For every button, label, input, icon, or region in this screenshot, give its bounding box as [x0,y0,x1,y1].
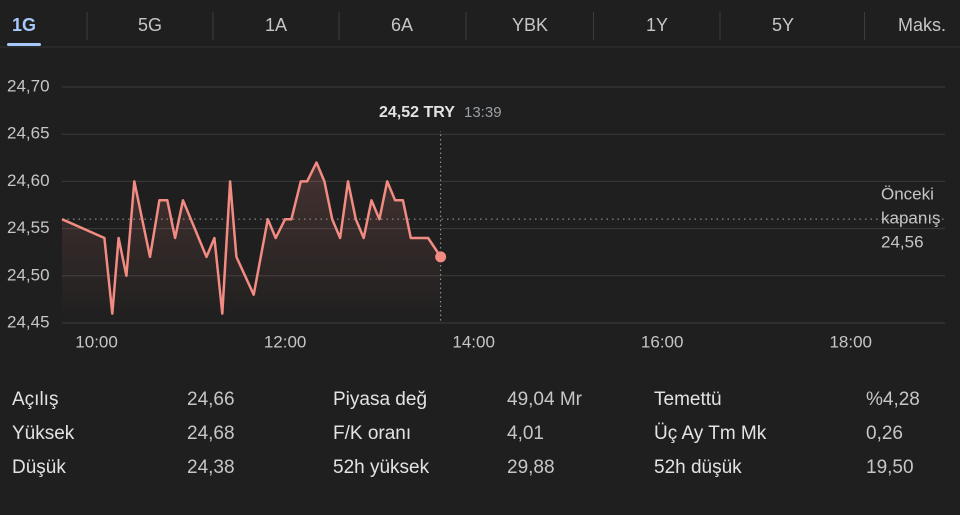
stat-label: Temettü [654,389,722,410]
tab[interactable]: 5Y [772,15,794,35]
stat-value: 0,26 [866,423,903,444]
stat-label: Yüksek [12,423,75,444]
x-tick-label: 16:00 [641,332,684,351]
y-tick-label: 24,65 [7,124,50,143]
tab[interactable]: 1A [265,15,287,35]
stat-value: 4,01 [507,423,544,444]
tooltip-price: 24,52 TRY [379,104,455,121]
stat-label: 52h düşük [654,457,742,478]
stat-label: Düşük [12,457,66,478]
tab[interactable]: 5G [138,15,162,35]
y-tick-label: 24,50 [7,265,50,284]
tab-indicator [7,43,41,46]
tooltip-time: 13:39 [464,104,502,121]
stat-value: 19,50 [866,457,914,478]
tab[interactable]: 1G [12,15,36,35]
previous-close-label: kapanış [881,208,941,227]
stat-value: 24,68 [187,423,235,444]
price-line [61,161,442,315]
previous-close-value: 24,56 [881,232,924,251]
tab[interactable]: 1Y [646,15,668,35]
tooltip-box [366,95,518,131]
x-tick-label: 18:00 [829,332,872,351]
stat-value: 24,38 [187,457,235,478]
stat-label: Piyasa değ [333,389,427,410]
previous-close-label: Önceki [881,184,934,203]
stat-value: 24,66 [187,389,235,410]
stat-label: Üç Ay Tm Mk [654,423,767,444]
y-tick-label: 24,55 [7,218,50,237]
cursor-point [435,251,447,263]
stat-label: F/K oranı [333,423,411,444]
tab[interactable]: YBK [512,15,548,35]
tab[interactable]: 6A [391,15,413,35]
x-tick-label: 14:00 [452,332,495,351]
stat-label: Açılış [12,389,58,410]
y-tick-label: 24,70 [7,76,50,95]
x-tick-label: 10:00 [75,332,118,351]
tab[interactable]: Maks. [898,15,946,35]
x-tick-label: 12:00 [264,332,307,351]
y-tick-label: 24,45 [7,312,50,331]
y-tick-label: 24,60 [7,171,50,190]
stat-value: %4,28 [866,389,920,410]
stat-value: 29,88 [507,457,555,478]
stat-value: 49,04 Mr [507,389,583,410]
stat-label: 52h yüksek [333,457,430,478]
